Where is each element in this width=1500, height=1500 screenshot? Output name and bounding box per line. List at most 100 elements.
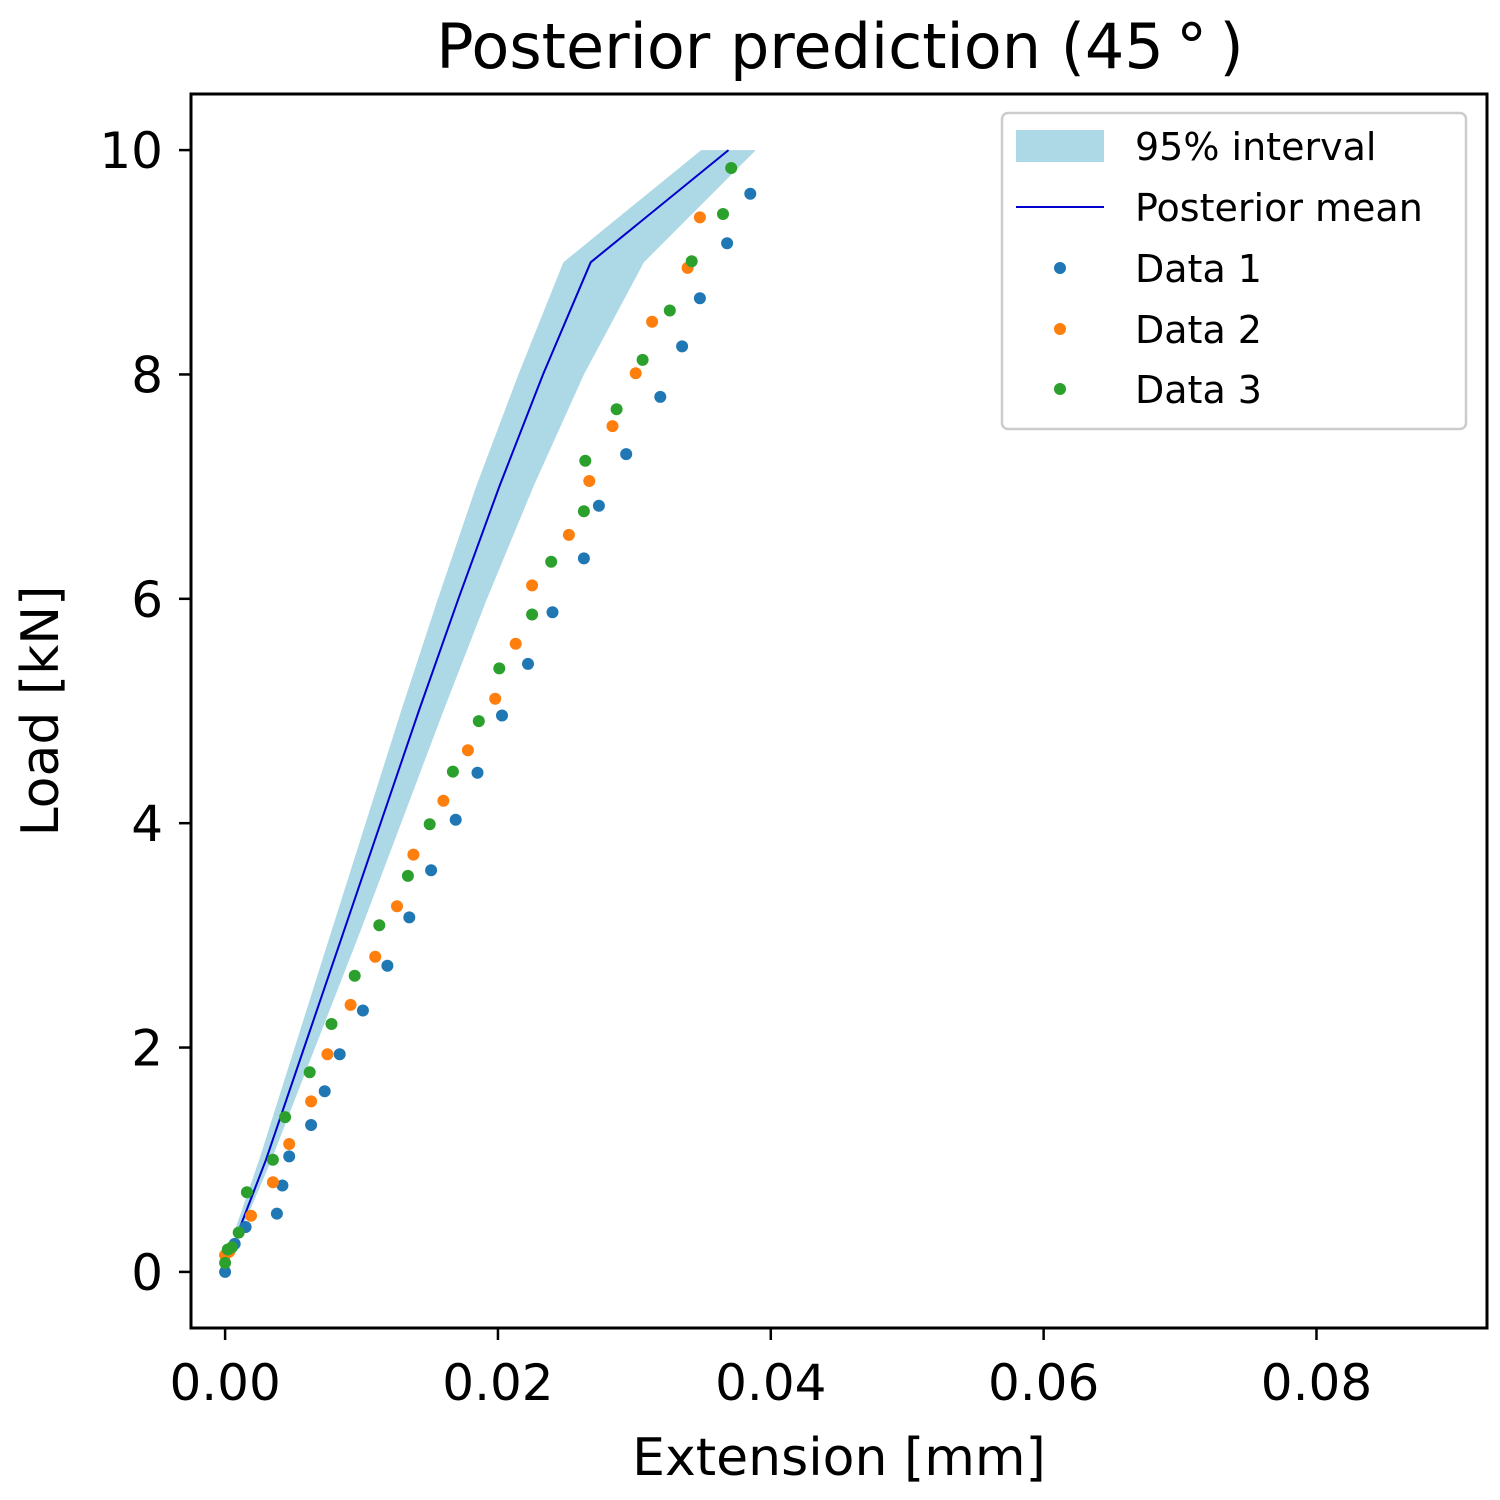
data-point [403, 911, 416, 924]
y-tick-label: 8 [131, 346, 163, 404]
data-point [583, 475, 596, 487]
data-point [266, 1176, 279, 1189]
data-point [693, 211, 706, 224]
data-point [546, 606, 559, 619]
legend-data2-label: Data 2 [1135, 308, 1262, 352]
data-point [471, 766, 484, 779]
data-point [493, 662, 506, 675]
data-point [577, 552, 590, 565]
series-data-2 [219, 211, 706, 1262]
series-data-3 [219, 162, 738, 1269]
data-point [461, 744, 474, 757]
data-point [489, 692, 502, 705]
data-point [266, 1153, 279, 1166]
data-point [219, 1256, 232, 1269]
data-point [744, 187, 757, 200]
chart-title: Posterior prediction (45 ° ) [436, 10, 1244, 83]
data-point [446, 765, 459, 778]
data-point [373, 919, 386, 932]
x-axis: 0.00 0.02 0.04 0.06 0.08 [169, 1328, 1372, 1412]
data-point [620, 448, 633, 461]
legend-interval-label: 95% interval [1135, 125, 1376, 169]
x-axis-label: Extension [mm] [632, 1428, 1046, 1488]
data-point [356, 1004, 369, 1017]
data-point [423, 818, 436, 831]
data-point [225, 1241, 238, 1254]
y-axis: 0 2 4 6 8 10 [99, 122, 191, 1302]
data-point [240, 1186, 253, 1199]
data-point [610, 403, 623, 416]
legend-data1-label: Data 1 [1135, 247, 1262, 291]
data-point [344, 998, 357, 1011]
data-point [545, 555, 558, 568]
data-point [562, 528, 575, 541]
data-point [472, 715, 485, 728]
y-tick-label: 0 [131, 1244, 163, 1302]
legend-data1-marker [1054, 262, 1066, 274]
data-point [401, 869, 414, 882]
posterior-mean-line [239, 149, 730, 1228]
data-point [437, 794, 450, 807]
data-point [283, 1150, 296, 1163]
data-point [369, 950, 382, 963]
y-tick-label: 4 [131, 795, 163, 853]
x-tick-label: 0.04 [715, 1354, 826, 1412]
data-point [283, 1138, 296, 1150]
data-point [526, 579, 539, 592]
legend-data3-marker [1054, 383, 1066, 395]
y-tick-label: 6 [131, 571, 163, 629]
legend: 95% interval Posterior mean Data 1 Data … [1000, 111, 1468, 431]
data-point [325, 1018, 338, 1030]
data-point [646, 315, 659, 328]
y-tick-label: 10 [99, 122, 163, 180]
plot-area [219, 149, 757, 1278]
data-point [449, 813, 462, 826]
data-point [654, 390, 667, 403]
series-data-1 [219, 187, 757, 1278]
data-point [663, 304, 676, 317]
interval-band [236, 150, 756, 1228]
data-point [348, 969, 361, 982]
data-point [522, 657, 534, 670]
data-point [579, 454, 592, 467]
data-point [693, 292, 706, 305]
data-point [496, 709, 508, 722]
data-point [321, 1048, 334, 1061]
data-point [636, 353, 649, 366]
y-tick-label: 2 [131, 1020, 163, 1078]
data-point [391, 900, 403, 913]
legend-box [1000, 111, 1468, 431]
x-tick-label: 0.02 [442, 1354, 553, 1412]
legend-data3-label: Data 3 [1135, 368, 1262, 412]
x-tick-label: 0.00 [169, 1354, 280, 1412]
y-axis-label: Load [kN] [11, 586, 71, 837]
data-point [509, 637, 522, 650]
data-point [606, 420, 619, 433]
data-point [721, 237, 734, 250]
data-point [381, 959, 394, 972]
x-tick-label: 0.08 [1261, 1354, 1372, 1412]
data-point [305, 1095, 318, 1108]
data-point [276, 1179, 289, 1192]
data-point [333, 1048, 346, 1061]
data-point [676, 340, 689, 353]
data-point [629, 367, 642, 380]
data-point [279, 1111, 292, 1124]
axes-frame [189, 92, 1489, 1330]
data-point [245, 1209, 257, 1222]
data-point [232, 1226, 245, 1239]
data-point [318, 1085, 331, 1098]
plot-content [219, 149, 757, 1278]
data-point [685, 255, 698, 268]
data-point [303, 1066, 316, 1079]
legend-interval-swatch [1016, 130, 1104, 162]
data-point [717, 208, 729, 220]
data-point [725, 162, 738, 174]
legend-data2-marker [1054, 323, 1066, 335]
legend-mean-label: Posterior mean [1135, 186, 1423, 230]
data-point [219, 1265, 232, 1278]
data-point [425, 864, 438, 877]
x-tick-label: 0.06 [988, 1354, 1099, 1412]
data-point [407, 848, 420, 861]
